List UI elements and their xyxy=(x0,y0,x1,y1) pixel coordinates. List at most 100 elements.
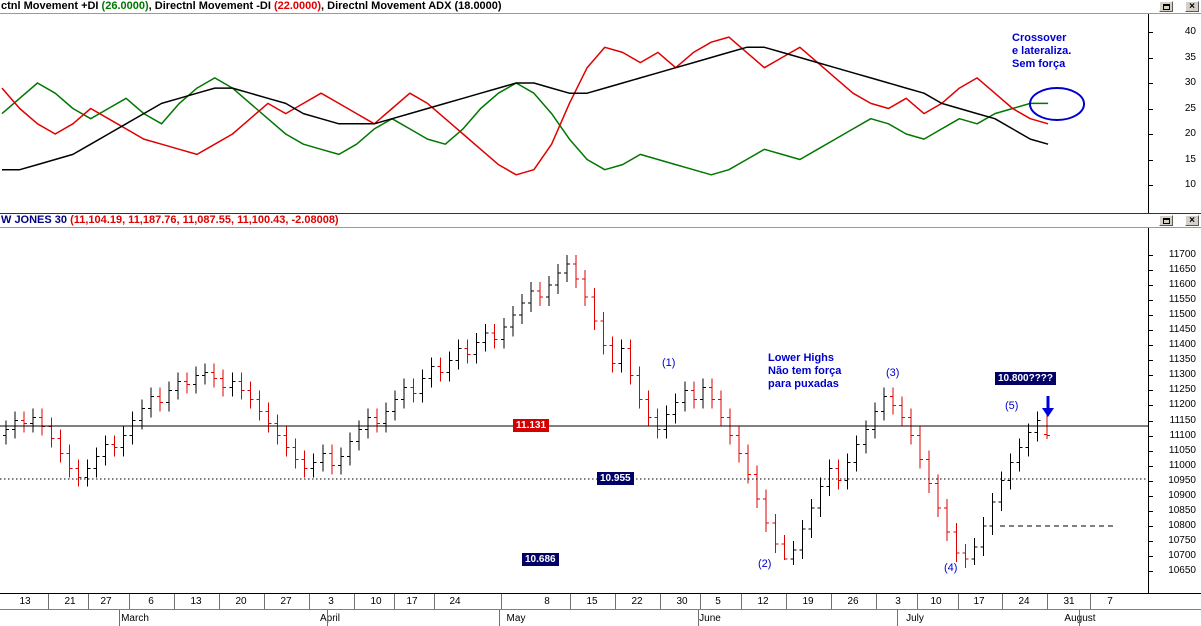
window-controls: × xyxy=(1159,215,1199,226)
x-axis-date-label: 24 xyxy=(449,596,461,607)
restore-icon xyxy=(1162,217,1170,224)
minus-di-line xyxy=(1,36,1049,176)
y-axis-tick-mark xyxy=(1149,511,1153,512)
x-axis-month-boundary xyxy=(1079,610,1080,626)
y-axis-tick-label: 25 xyxy=(1184,102,1196,114)
x-axis-date-label: 13 xyxy=(190,596,202,607)
x-axis-week-tick xyxy=(958,594,959,609)
x-axis-week-tick xyxy=(786,594,787,609)
x-axis-date-label: 31 xyxy=(1063,596,1075,607)
ohlc-bars-down xyxy=(21,255,1050,568)
x-axis-week-tick xyxy=(501,594,502,609)
y-axis-tick-mark xyxy=(1149,159,1153,161)
x-axis-date-label: 19 xyxy=(802,596,814,607)
x-axis-week-tick xyxy=(129,594,130,609)
down-arrow-head xyxy=(1042,408,1054,417)
y-axis-tick-mark xyxy=(1149,556,1153,557)
x-axis-date-label: 8 xyxy=(544,596,550,607)
x-axis-month-boundary xyxy=(698,610,699,626)
x-axis-week-tick xyxy=(394,594,395,609)
ohlc-bars-up xyxy=(3,255,1041,565)
title-segment: , Directnl Movement ADX xyxy=(321,0,455,12)
y-axis-tick-mark xyxy=(1149,185,1153,186)
x-axis-dates-row: 13 21 27 6 13 20 27 3 10 17 24 8 15 22 30 5 12 19 26 3 10 17 2… xyxy=(0,594,1201,610)
y-axis-tick-label: 10700 xyxy=(1168,549,1196,561)
x-axis-date-label: 5 xyxy=(715,596,721,607)
y-axis-tick-label: 11400 xyxy=(1168,339,1196,351)
x-axis-date-label: 20 xyxy=(235,596,247,607)
x-axis-week-tick xyxy=(354,594,355,609)
y-axis-tick-label: 20 xyxy=(1184,128,1196,139)
x-axis-week-tick xyxy=(700,594,701,609)
y-axis-tick-label: 11200 xyxy=(1168,399,1196,411)
y-axis-tick-mark xyxy=(1149,108,1153,110)
x-axis-date-label: 26 xyxy=(847,596,859,607)
x-axis-week-tick xyxy=(264,594,265,609)
indicator-plot-area[interactable]: Crossover e lateraliza. Sem força xyxy=(0,14,1148,213)
y-axis-tick-label: 11550 xyxy=(1168,294,1196,306)
indicator-y-axis[interactable]: 40 35 30 25 20 15 10 xyxy=(1148,14,1201,213)
y-axis-tick-mark xyxy=(1149,345,1153,346)
title-segment: (26.0000) xyxy=(101,0,149,12)
x-axis-month-boundary xyxy=(897,610,898,626)
x-axis-week-tick xyxy=(48,594,49,609)
y-axis-tick-label: 11700 xyxy=(1168,249,1196,260)
x-axis-month-label: March xyxy=(121,613,149,624)
y-axis-tick-mark xyxy=(1149,255,1153,256)
x-axis-week-tick xyxy=(434,594,435,609)
y-axis-tick-mark xyxy=(1149,300,1153,301)
x-axis-week-tick xyxy=(917,594,918,609)
x-axis-week-tick xyxy=(1002,594,1003,609)
restore-button[interactable] xyxy=(1159,1,1173,12)
y-axis-tick-mark xyxy=(1149,466,1153,467)
x-axis-date-label: 22 xyxy=(631,596,643,607)
y-axis-tick-mark xyxy=(1149,481,1153,482)
x-axis-month-label: May xyxy=(506,613,526,624)
restore-button[interactable] xyxy=(1159,215,1173,226)
y-axis-tick-label: 11350 xyxy=(1168,354,1196,366)
x-axis-date-label: 7 xyxy=(1107,596,1113,607)
y-axis-tick-mark xyxy=(1149,360,1153,361)
y-axis-tick-label: 11500 xyxy=(1168,309,1196,321)
x-axis-date-label: 27 xyxy=(280,596,292,607)
x-axis-date-label: 13 xyxy=(19,596,31,607)
y-axis-tick-mark xyxy=(1149,436,1153,437)
y-axis-tick-label: 11050 xyxy=(1168,444,1196,456)
x-axis-date-label: 3 xyxy=(328,596,334,607)
x-axis-week-tick xyxy=(1090,594,1091,609)
y-axis-tick-mark xyxy=(1149,405,1153,406)
y-axis-tick-mark xyxy=(1149,285,1153,286)
y-axis-tick-label: 11150 xyxy=(1169,414,1196,426)
x-axis-months-row: March April May June July August xyxy=(0,610,1201,626)
x-axis-week-tick xyxy=(876,594,877,609)
x-axis-week-tick xyxy=(219,594,220,609)
close-button[interactable]: × xyxy=(1185,215,1199,226)
x-axis-date-label: 12 xyxy=(757,596,769,607)
dmi-chart-svg[interactable] xyxy=(0,14,1148,213)
price-y-axis[interactable]: 11700 11650 11600 11550 11500 11450 11400 11350… xyxy=(1148,228,1201,593)
x-axis-week-tick xyxy=(570,594,571,609)
x-axis-date-label: 6 xyxy=(148,596,154,607)
y-axis-tick-label: 11650 xyxy=(1168,264,1196,276)
y-axis-tick-label: 10650 xyxy=(1168,564,1196,576)
x-axis-week-tick xyxy=(1047,594,1048,609)
y-axis-tick-label: 10750 xyxy=(1168,534,1196,546)
x-axis-timeline[interactable]: 13 21 27 6 13 20 27 3 10 17 24 8 15 22 30 5 12 19 26 3 10 17 2… xyxy=(0,593,1201,626)
y-axis-tick-mark xyxy=(1149,315,1153,316)
y-axis-tick-mark xyxy=(1149,390,1153,391)
title-segment: (11,104.19, 11,187.76, 11,087.55, 11,100… xyxy=(70,214,339,226)
y-axis-tick-label: 10 xyxy=(1184,179,1196,190)
x-axis-month-boundary xyxy=(327,610,328,626)
x-axis-date-label: 24 xyxy=(1018,596,1030,607)
x-axis-week-tick xyxy=(88,594,89,609)
x-axis-week-tick xyxy=(741,594,742,609)
price-plot-area[interactable]: 11.131 10.955 10.686 10.800???? (1) (2) … xyxy=(0,228,1148,593)
x-axis-week-tick xyxy=(309,594,310,609)
title-segment: , Directnl Movement -DI xyxy=(148,0,274,12)
restore-icon xyxy=(1162,3,1170,10)
y-axis-tick-mark xyxy=(1149,57,1153,59)
y-axis-tick-label: 10800 xyxy=(1168,519,1196,531)
price-chart-svg[interactable] xyxy=(0,228,1148,593)
close-button[interactable]: × xyxy=(1185,1,1199,12)
y-axis-tick-mark xyxy=(1149,375,1153,376)
